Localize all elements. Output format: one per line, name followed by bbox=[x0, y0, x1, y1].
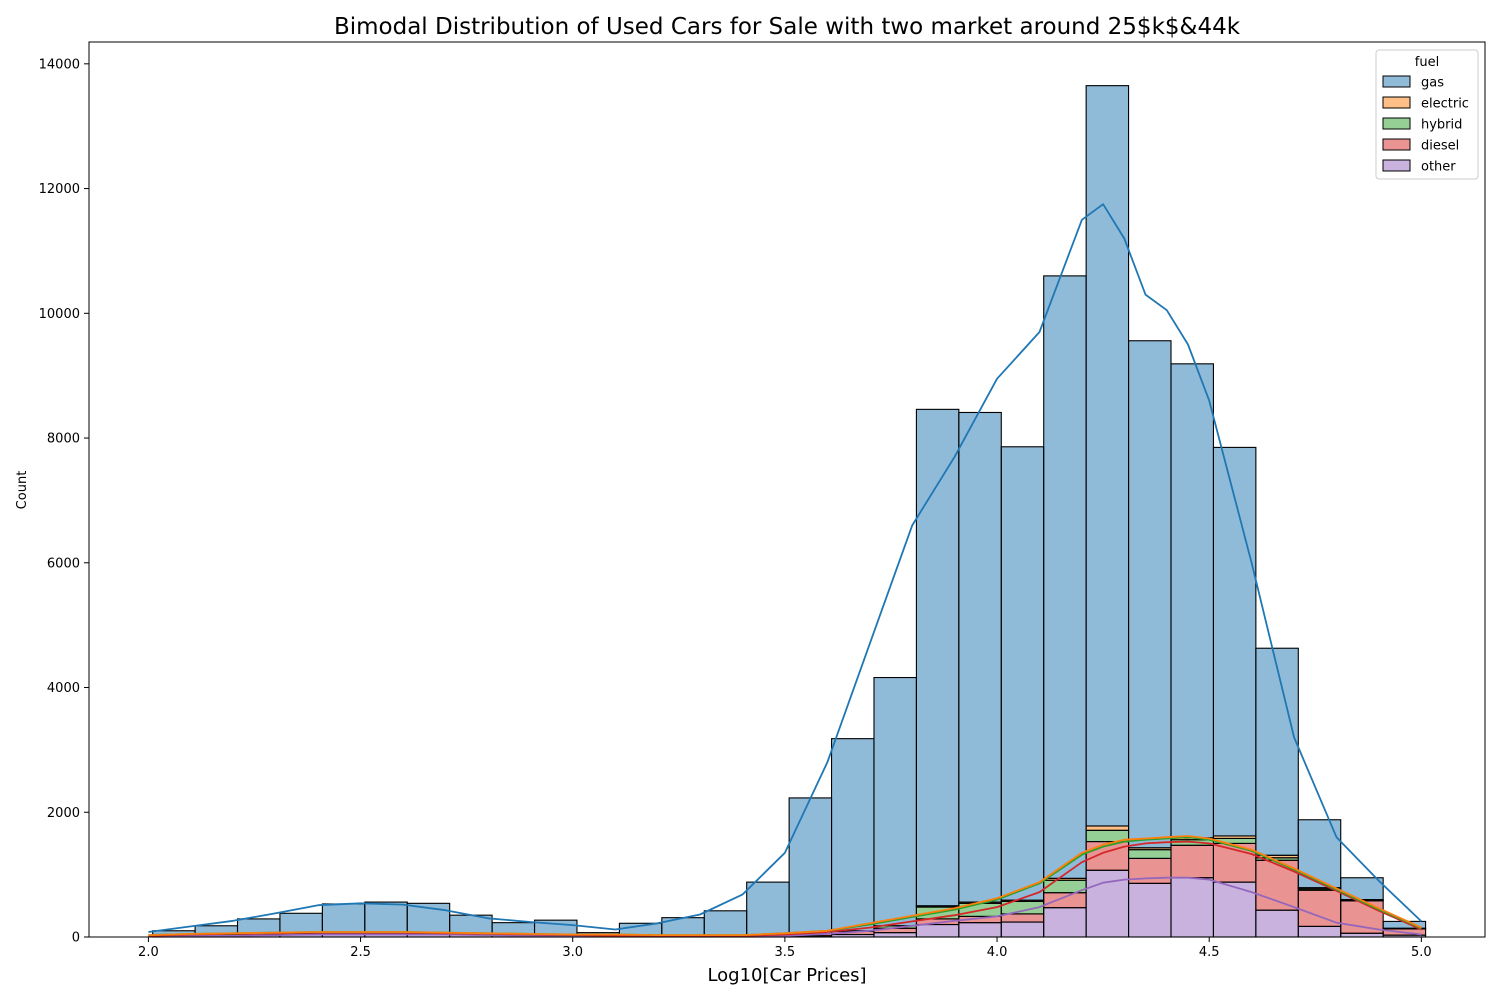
bar-gas bbox=[364, 901, 408, 933]
y-tick-label: 12000 bbox=[39, 182, 80, 197]
x-tick-label: 3.0 bbox=[562, 945, 583, 960]
kde-line-gas bbox=[148, 203, 1423, 933]
legend-label-other: other bbox=[1421, 160, 1456, 175]
x-tick-label: 5.0 bbox=[1411, 945, 1432, 960]
y-tick-label: 4000 bbox=[47, 681, 80, 696]
bar-electric bbox=[1085, 825, 1130, 831]
legend-label-gas: gas bbox=[1421, 76, 1444, 91]
legend-label-diesel: diesel bbox=[1421, 139, 1459, 154]
bar-gas bbox=[1085, 85, 1130, 827]
bar-gas bbox=[1212, 446, 1257, 837]
bar-other bbox=[873, 932, 917, 938]
kde-line-other bbox=[148, 876, 1422, 938]
bar-gas bbox=[1170, 363, 1214, 839]
bar-gas bbox=[788, 797, 833, 935]
bar-other bbox=[1340, 932, 1384, 938]
y-tick-label: 10000 bbox=[39, 307, 80, 322]
bar-gas bbox=[1043, 275, 1087, 879]
bar-other bbox=[915, 923, 960, 938]
legend-swatch-other bbox=[1382, 159, 1411, 172]
bar-gas bbox=[873, 676, 917, 927]
legend-label-hybrid: hybrid bbox=[1421, 118, 1462, 133]
x-axis-label: Log10[Car Prices] bbox=[707, 965, 866, 986]
plot-frame bbox=[88, 41, 1486, 938]
bar-gas bbox=[1255, 647, 1299, 856]
bar-gas bbox=[1128, 340, 1172, 849]
bar-other bbox=[958, 922, 1002, 938]
legend-title: fuel bbox=[1415, 55, 1439, 70]
chart-title: Bimodal Distribution of Used Cars for Sa… bbox=[334, 14, 1241, 40]
bar-diesel bbox=[1043, 892, 1087, 909]
y-axis: 0 2000 4000 6000 8000 10000 12000 14000 bbox=[39, 57, 89, 946]
legend-swatch-electric bbox=[1382, 96, 1411, 109]
bar-gas bbox=[915, 408, 960, 907]
bar-other bbox=[1297, 925, 1342, 938]
legend-label-electric: electric bbox=[1421, 97, 1469, 112]
legend-swatch-diesel bbox=[1382, 138, 1411, 151]
bar-other bbox=[1000, 921, 1045, 938]
bar-diesel bbox=[1170, 844, 1214, 879]
legend-items: gas electric hybrid diesel other bbox=[1382, 75, 1469, 175]
x-tick-label: 4.0 bbox=[987, 945, 1008, 960]
kde-line-electric bbox=[148, 835, 1422, 936]
y-tick-label: 14000 bbox=[39, 57, 80, 72]
legend-swatch-gas bbox=[1382, 75, 1411, 88]
bar-gas bbox=[279, 912, 323, 935]
legend: fuel gas electric hybrid diesel other bbox=[1375, 49, 1479, 180]
legend-swatch-hybrid bbox=[1382, 117, 1411, 130]
y-tick-label: 0 bbox=[72, 931, 80, 946]
bar-gas bbox=[958, 411, 1002, 903]
x-tick-label: 2.5 bbox=[350, 945, 371, 960]
x-tick-label: 4.5 bbox=[1199, 945, 1220, 960]
bar-other bbox=[1170, 877, 1214, 938]
bar-other bbox=[1128, 882, 1172, 938]
kde-layer bbox=[148, 203, 1423, 938]
bar-gas bbox=[1000, 446, 1045, 901]
bar-gas bbox=[703, 910, 748, 937]
bar-gas bbox=[831, 738, 875, 932]
x-tick-label: 3.5 bbox=[775, 945, 796, 960]
y-tick-label: 6000 bbox=[47, 556, 80, 571]
bar-other bbox=[1255, 909, 1299, 938]
bar-other bbox=[1212, 881, 1257, 938]
y-axis-label: Count bbox=[15, 471, 30, 510]
bar-other bbox=[1043, 907, 1087, 938]
y-tick-label: 2000 bbox=[47, 806, 80, 821]
x-tick-label: 2.0 bbox=[138, 945, 159, 960]
bar-hybrid bbox=[1128, 849, 1172, 859]
x-axis: 2.0 2.5 3.0 3.5 4.0 4.5 5.0 bbox=[138, 937, 1432, 960]
bar-gas bbox=[746, 881, 790, 936]
bar-diesel bbox=[1000, 913, 1045, 923]
y-tick-label: 8000 bbox=[47, 432, 80, 447]
bar-gas bbox=[321, 903, 366, 933]
